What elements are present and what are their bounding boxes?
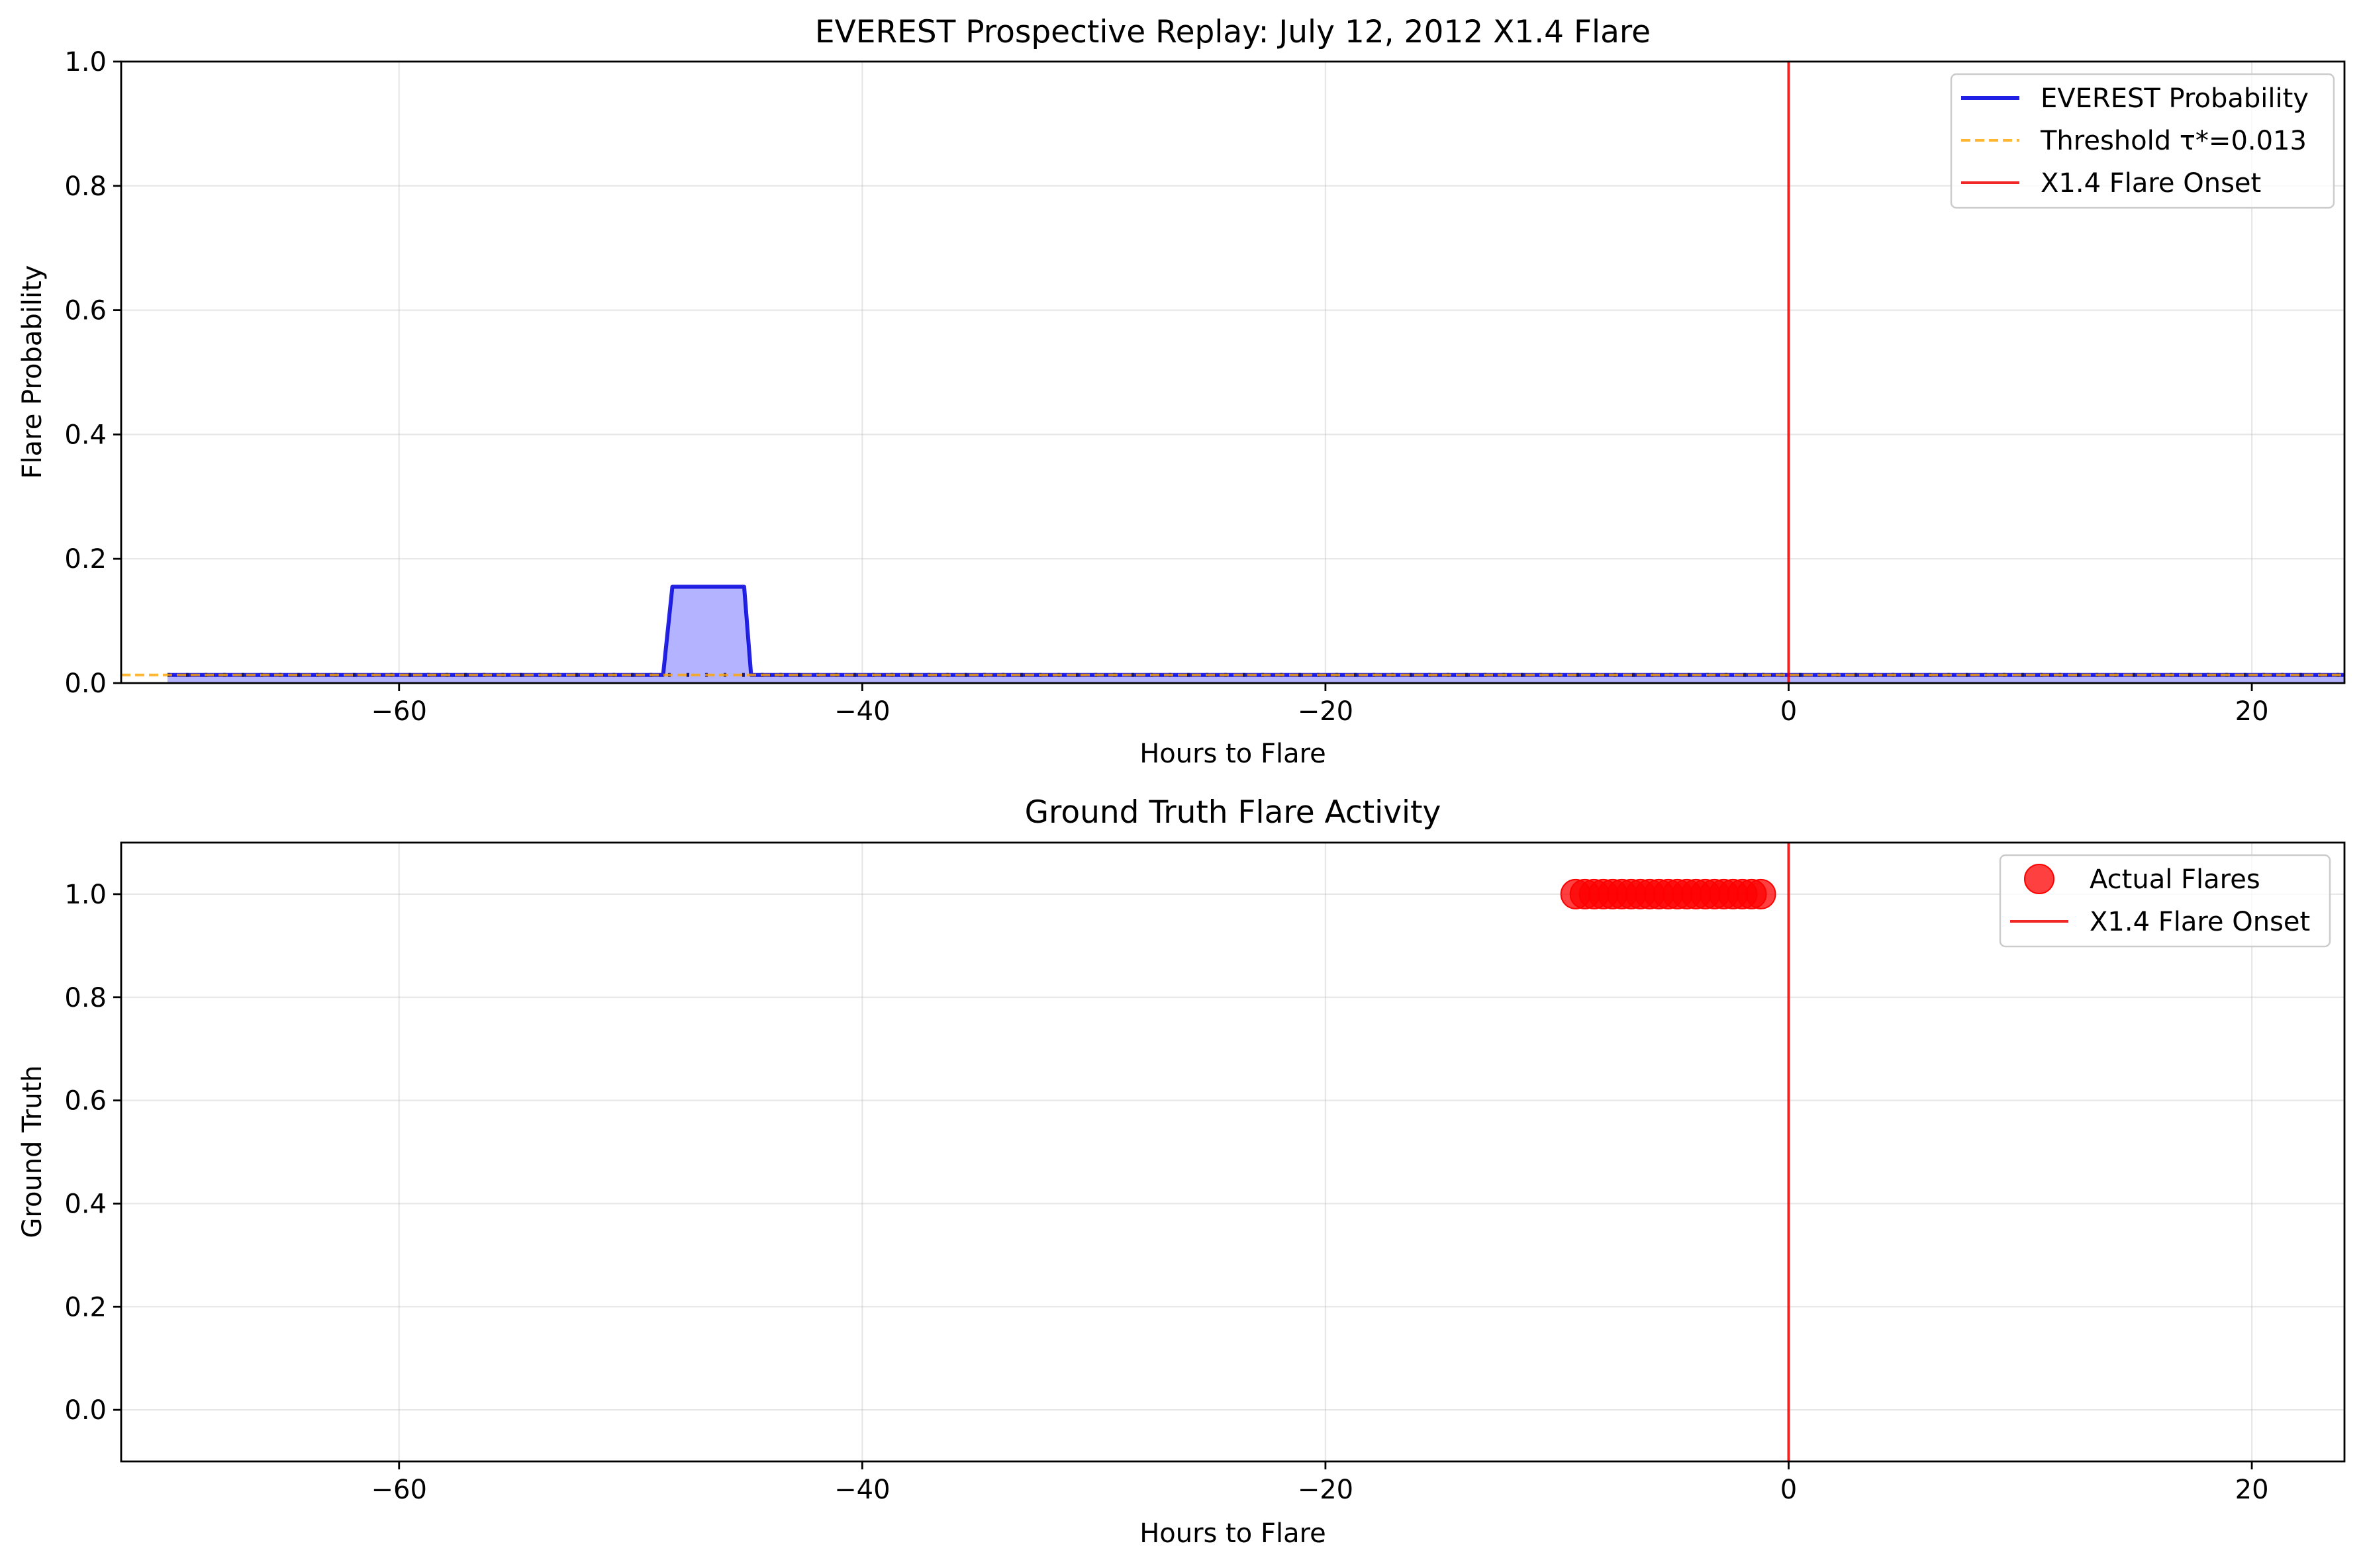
probability-x-axis-label: Hours to Flare [1139,739,1326,769]
y-tick-label: 0.0 [64,669,107,699]
legend-label-everest-probability: EVEREST Probability [2041,83,2309,114]
legend-label-flare-onset: X1.4 Flare Onset [2041,168,2261,199]
x-tick-label: 20 [2235,1475,2269,1505]
legend-swatch-actual-flares [2024,864,2054,894]
ground-truth-marks [1560,843,1790,1461]
probability-legend: EVEREST Probability Threshold τ*=0.013 X… [1950,73,2335,209]
x-tick-label: −60 [371,1475,427,1505]
y-tick-label: 0.6 [64,1086,107,1117]
probability-panel-title: EVEREST Prospective Replay: July 12, 201… [815,14,1651,50]
legend-label-flare-onset-gt: X1.4 Flare Onset [2090,907,2310,937]
x-tick-label: −20 [1298,696,1353,727]
plot-area [121,62,2344,683]
probability-y-axis-label: Flare Probability [17,265,48,479]
probability-panel: EVEREST Prospective Replay: July 12, 201… [17,14,2346,769]
actual-flare-point [1745,878,1776,909]
x-tick-label: −40 [834,1475,890,1505]
ground-truth-y-axis-label: Ground Truth [17,1065,48,1238]
y-tick-label: 0.8 [64,983,107,1013]
ground-truth-legend: Actual Flares X1.4 Flare Onset [1999,854,2331,948]
y-tick-label: 0.2 [64,544,107,575]
y-tick-label: 0.0 [64,1395,107,1426]
ground-truth-ticks: −60 −40 −20 0 20 0.0 0.2 0.4 0.6 0.8 1.0 [64,880,2268,1505]
y-tick-label: 0.8 [64,171,107,202]
legend-label-threshold: Threshold τ*=0.013 [2040,126,2307,156]
plot-area [1560,843,1790,1461]
y-tick-label: 0.6 [64,296,107,326]
y-tick-label: 0.4 [64,1189,107,1219]
ground-truth-grid [121,843,2344,1461]
ground-truth-panel-title: Ground Truth Flare Activity [1025,794,1441,831]
legend-label-actual-flares: Actual Flares [2090,864,2260,895]
probability-axes-frame [120,60,2346,684]
x-tick-label: −40 [834,696,890,727]
probability-marks [121,62,2344,683]
y-tick-label: 1.0 [64,47,107,77]
ground-truth-x-axis-label: Hours to Flare [1139,1518,1326,1549]
y-tick-label: 0.4 [64,420,107,450]
probability-ticks: −60 −40 −20 0 20 0.0 0.2 0.4 0.6 0.8 1.0 [64,47,2268,727]
x-tick-label: 0 [1780,696,1797,727]
ground-truth-panel: Ground Truth Flare Activity −60 −40 −20 0 20… [17,794,2346,1549]
x-tick-label: −20 [1298,1475,1353,1505]
x-tick-label: −60 [371,696,427,727]
ground-truth-axes-frame [120,841,2346,1463]
probability-area [167,586,2344,683]
probability-legend-box [1950,73,2335,209]
x-tick-label: 20 [2235,696,2269,727]
ground-truth-legend-box [1999,854,2331,948]
x-tick-label: 0 [1780,1475,1797,1505]
y-tick-label: 1.0 [64,880,107,910]
y-tick-label: 0.2 [64,1292,107,1322]
